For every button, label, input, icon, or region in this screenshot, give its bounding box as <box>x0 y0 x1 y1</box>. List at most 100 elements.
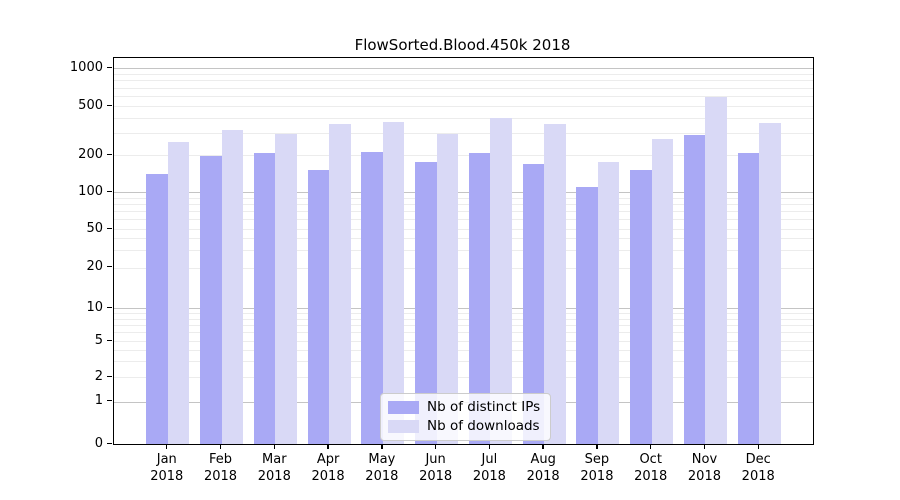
y-tick-label: 500 <box>78 97 103 113</box>
minor-gridline <box>114 87 813 89</box>
y-tick-mark <box>107 339 112 341</box>
minor-gridline <box>114 324 813 326</box>
minor-gridline <box>114 377 813 378</box>
bar-downloads-jan <box>167 141 190 444</box>
bar-distinct-ips-apr <box>307 170 330 444</box>
y-tick-label: 2 <box>94 368 103 384</box>
y-tick-label: 100 <box>78 183 103 199</box>
y-tick-label: 10 <box>86 299 103 315</box>
y-tick-mark <box>107 400 112 402</box>
major-gridline <box>114 68 813 69</box>
x-tick-label: Mar 2018 <box>257 452 291 484</box>
downloads-swatch-icon <box>388 419 419 433</box>
bar-downloads-may <box>382 121 405 444</box>
bar-distinct-ips-sep <box>576 186 598 444</box>
minor-gridline <box>114 155 813 156</box>
minor-gridline <box>114 133 813 135</box>
minor-gridline <box>114 229 813 230</box>
x-tick-mark <box>327 444 329 450</box>
bar-distinct-ips-oct <box>630 170 652 444</box>
x-tick-mark <box>381 444 383 450</box>
bar-distinct-ips-jun <box>415 161 437 444</box>
bar-distinct-ips-mar <box>253 152 276 444</box>
distinct-ips-swatch-icon <box>388 400 419 414</box>
x-tick-label: Aug 2018 <box>526 452 560 484</box>
x-tick-label: Oct 2018 <box>634 452 668 484</box>
y-tick-label: 20 <box>86 259 103 274</box>
bar-distinct-ips-dec <box>737 152 760 444</box>
major-gridline <box>114 308 813 309</box>
x-tick-mark <box>434 444 437 450</box>
plot-area <box>113 57 814 445</box>
minor-gridline <box>114 219 813 221</box>
minor-gridline <box>114 332 813 334</box>
bar-distinct-ips-nov <box>683 134 706 444</box>
y-tick-label: 5 <box>94 332 103 348</box>
x-tick-label: Sep 2018 <box>580 452 614 484</box>
bar-distinct-ips-feb <box>200 156 222 444</box>
bar-downloads-jul <box>490 117 512 444</box>
x-tick-label: Dec 2018 <box>741 452 775 484</box>
x-tick-label: Apr 2018 <box>311 452 345 484</box>
x-tick-label: Jun 2018 <box>419 452 453 484</box>
x-tick-mark <box>273 444 275 450</box>
minor-gridline <box>114 267 813 269</box>
bar-downloads-mar <box>275 134 297 444</box>
x-tick-mark <box>542 444 544 450</box>
y-tick-label: 1000 <box>69 59 103 75</box>
minor-gridline <box>114 211 813 213</box>
bar-distinct-ips-aug <box>522 163 545 444</box>
bar-distinct-ips-jul <box>468 153 491 444</box>
legend-label-downloads: Nb of downloads <box>427 418 540 434</box>
minor-gridline <box>114 203 813 205</box>
y-tick-mark <box>107 66 112 68</box>
minor-gridline <box>114 238 813 240</box>
minor-gridline <box>114 318 813 320</box>
minor-gridline <box>114 197 813 199</box>
y-tick-mark <box>107 227 112 229</box>
bar-downloads-dec <box>759 122 781 444</box>
y-tick-mark <box>107 153 112 155</box>
x-tick-mark <box>703 444 706 450</box>
y-tick-mark <box>107 442 112 444</box>
bar-downloads-sep <box>597 161 620 444</box>
legend-row-distinct-ips: Nb of distinct IPs <box>388 399 540 415</box>
x-tick-mark <box>649 444 652 450</box>
bar-distinct-ips-jan <box>146 173 168 444</box>
x-tick-mark <box>488 444 491 450</box>
x-tick-label: Feb 2018 <box>203 452 238 484</box>
x-tick-mark <box>596 444 598 450</box>
minor-gridline <box>114 117 813 119</box>
x-tick-label: Jul 2018 <box>472 452 506 484</box>
bar-downloads-oct <box>651 139 674 444</box>
chart-title: FlowSorted.Blood.450k 2018 <box>354 36 571 54</box>
y-tick-label: 1 <box>94 393 103 408</box>
bar-downloads-aug <box>544 124 566 444</box>
minor-gridline <box>114 73 813 75</box>
bar-downloads-nov <box>705 97 727 444</box>
minor-gridline <box>114 341 813 342</box>
x-tick-mark <box>219 444 222 450</box>
y-tick-label: 0 <box>94 435 103 451</box>
legend: Nb of distinct IPs Nb of downloads <box>380 393 552 441</box>
major-gridline <box>114 192 813 193</box>
y-tick-mark <box>107 104 112 106</box>
bar-distinct-ips-may <box>361 151 383 444</box>
x-tick-label: Jan 2018 <box>150 452 184 484</box>
x-tick-mark <box>757 444 759 450</box>
x-tick-label: Nov 2018 <box>687 452 721 484</box>
legend-label-distinct-ips: Nb of distinct IPs <box>427 399 541 415</box>
y-tick-mark <box>107 306 112 308</box>
bar-downloads-apr <box>329 124 351 444</box>
minor-gridline <box>114 80 813 82</box>
minor-gridline <box>114 250 813 252</box>
minor-gridline <box>114 96 813 97</box>
y-tick-mark <box>107 375 112 377</box>
y-tick-mark <box>107 190 112 192</box>
y-tick-label: 200 <box>78 146 103 162</box>
minor-gridline <box>114 349 813 351</box>
minor-gridline <box>114 313 813 315</box>
legend-row-downloads: Nb of downloads <box>388 418 540 434</box>
minor-gridline <box>114 106 813 107</box>
